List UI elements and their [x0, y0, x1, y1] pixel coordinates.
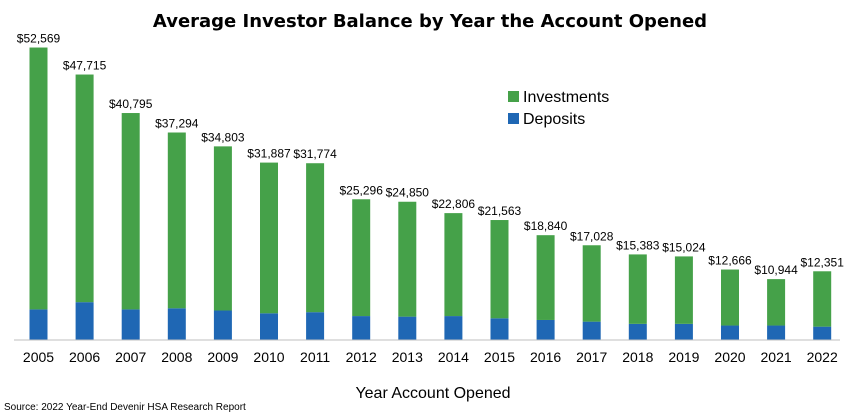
legend: Investments Deposits — [508, 89, 609, 128]
bar-investments-2020 — [721, 269, 739, 326]
bar-investments-2008 — [167, 132, 186, 309]
x-tick-2010: 2010 — [253, 349, 284, 365]
bar-deposits-2009 — [213, 310, 232, 340]
bar-investments-2010 — [260, 162, 278, 314]
bar-deposits-2006 — [75, 302, 94, 340]
total-label-2020: $12,666 — [708, 254, 752, 268]
bar-deposits-2010 — [260, 313, 278, 340]
total-labels: $52,569$47,715 $40,795$37,294$34,803$31,8… — [17, 32, 844, 278]
x-tick-2018: 2018 — [622, 349, 653, 365]
bar-deposits-2018 — [628, 323, 647, 340]
bar-investments-2011 — [306, 163, 325, 313]
bar-investments-2005 — [29, 47, 48, 310]
total-label-2006: $47,715 — [63, 59, 107, 73]
total-label-2017: $17,028 — [570, 229, 614, 243]
source-note: Source: 2022 Year-End Devenir HSA Resear… — [4, 402, 246, 413]
x-tick-2008: 2008 — [161, 349, 192, 365]
bar-investments-2019 — [674, 256, 693, 324]
legend-label-investments: Investments — [523, 89, 609, 106]
bar-investments-2018 — [628, 254, 647, 324]
x-tick-2011: 2011 — [300, 349, 330, 365]
x-tick-2012: 2012 — [346, 349, 377, 365]
bars-layer — [29, 47, 832, 340]
bar-investments-2009 — [213, 146, 232, 311]
x-axis-title: Year Account Opened — [355, 385, 510, 402]
total-label-2019: $15,024 — [662, 240, 706, 254]
total-label-2022: $12,351 — [801, 255, 845, 269]
chart-title: Average Investor Balance by Year the Acc… — [153, 11, 707, 32]
x-tick-2005: 2005 — [23, 349, 54, 365]
bar-investments-2015 — [490, 220, 509, 319]
total-label-2015: $21,563 — [478, 204, 522, 218]
bar-investments-2012 — [352, 199, 371, 317]
x-tick-2009: 2009 — [207, 349, 238, 365]
x-tick-labels: 2005 2006 2007 2008 2009 2010 2011 2012 2013 2014… — [23, 349, 838, 365]
x-tick-2016: 2016 — [530, 349, 561, 365]
x-tick-2006: 2006 — [69, 349, 100, 365]
bar-deposits-2012 — [352, 316, 371, 340]
bar-investments-2016 — [536, 235, 555, 320]
x-tick-2019: 2019 — [668, 349, 699, 365]
x-tick-2015: 2015 — [484, 349, 515, 365]
bar-deposits-2016 — [536, 319, 555, 340]
bar-investments-2006 — [75, 74, 94, 303]
x-tick-2007: 2007 — [115, 349, 146, 365]
bar-investments-2013 — [398, 201, 417, 317]
bar-deposits-2005 — [29, 309, 48, 340]
bar-investments-2014 — [444, 213, 463, 317]
total-label-2012: $25,296 — [340, 183, 384, 197]
total-label-2018: $15,383 — [616, 238, 660, 252]
legend-swatch-investments — [508, 91, 519, 102]
total-label-2021: $10,944 — [754, 263, 798, 277]
x-tick-2014: 2014 — [438, 349, 469, 365]
total-label-2016: $18,840 — [524, 219, 568, 233]
x-tick-2022: 2022 — [807, 349, 838, 365]
bar-investments-2022 — [813, 271, 832, 327]
bar-deposits-2007 — [121, 309, 140, 340]
bar-deposits-2008 — [167, 308, 186, 340]
total-label-2005: $52,569 — [17, 32, 61, 46]
legend-swatch-deposits — [508, 113, 519, 124]
bar-deposits-2020 — [721, 325, 739, 340]
x-tick-2017: 2017 — [576, 349, 607, 365]
x-tick-2021: 2021 — [761, 349, 792, 365]
bar-investments-2021 — [767, 279, 786, 326]
bar-deposits-2013 — [398, 316, 417, 340]
x-tick-2020: 2020 — [714, 349, 745, 365]
total-label-2013: $24,850 — [386, 186, 430, 200]
bar-investments-2017 — [582, 245, 601, 322]
bar-investments-2007 — [121, 113, 140, 310]
bar-deposits-2015 — [490, 318, 509, 340]
bar-deposits-2019 — [674, 323, 693, 340]
total-label-2007: $40,795 — [109, 97, 153, 111]
total-label-2008: $37,294 — [155, 117, 199, 131]
bar-deposits-2021 — [767, 325, 786, 340]
bar-deposits-2022 — [813, 326, 832, 340]
bar-deposits-2014 — [444, 316, 463, 340]
bar-deposits-2011 — [306, 312, 325, 340]
total-label-2014: $22,806 — [432, 197, 476, 211]
bar-deposits-2017 — [582, 321, 601, 340]
total-label-2011: $31,774 — [293, 147, 337, 161]
legend-label-deposits: Deposits — [523, 111, 585, 128]
x-tick-2013: 2013 — [392, 349, 423, 365]
total-label-2009: $34,803 — [201, 130, 245, 144]
total-label-2010: $31,887 — [247, 147, 291, 161]
